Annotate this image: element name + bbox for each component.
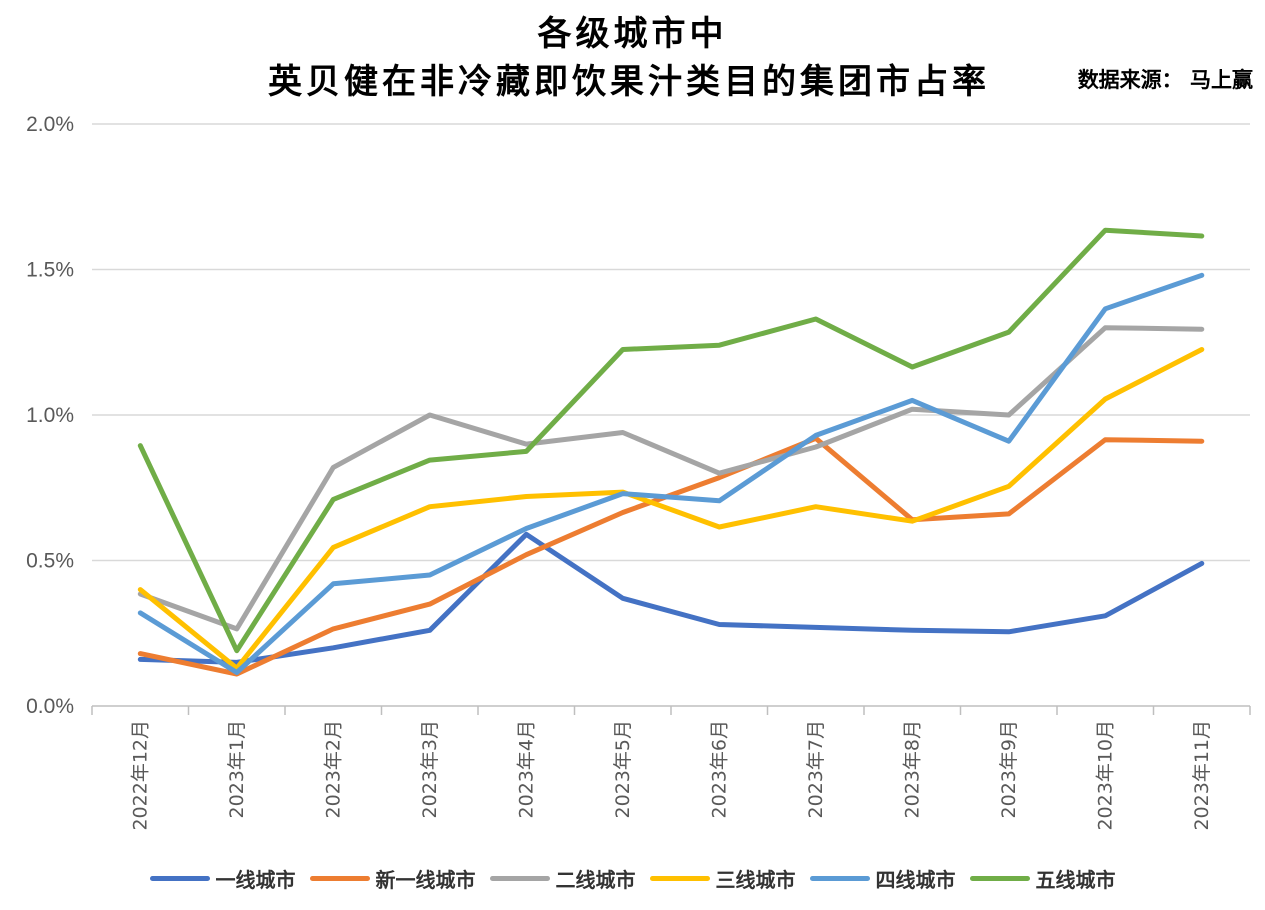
series-lines [137,227,1205,677]
x-tick-label: 2023年10月 [1094,720,1116,831]
y-axis-ticks: 0.0% 0.5% 1.0% 1.5% 2.0% [26,113,74,718]
series-line [137,325,1205,632]
legend-label: 二线城市 [555,868,636,892]
data-source-note: 数据来源： 马上赢 [1077,67,1253,92]
x-tick-label: 2023年5月 [612,720,634,818]
legend-swatch [649,876,710,881]
legend-item: 四线城市 [809,864,956,893]
legend-swatch [309,876,370,881]
y-tick-label: 1.0% [26,404,74,427]
legend-item: 一线城市 [149,864,296,893]
chart-title-line2: 英贝健在非冷藏即饮果汁类目的集团市占率 [268,62,990,102]
x-tick-label: 2022年12月 [129,720,151,831]
legend-label: 一线城市 [215,868,296,892]
legend-label: 四线城市 [875,868,956,892]
x-tick-label: 2023年11月 [1191,720,1213,831]
series-line [137,227,1205,654]
x-axis-ticks: 2022年12月 2023年1月 2023年2月 2023年3月 2023年4月 2023… [129,720,1213,831]
x-tick-label: 2023年8月 [901,720,923,818]
legend-label: 五线城市 [1035,868,1116,892]
y-tick-label: 2.0% [26,113,74,136]
series-line [137,272,1205,675]
legend-item: 二线城市 [489,864,636,893]
x-axis [91,705,1251,715]
legend-item: 新一线城市 [309,864,476,893]
y-tick-label: 0.5% [26,550,74,573]
x-tick-label: 2023年6月 [708,720,730,818]
legend: 一线城市 新一线城市 二线城市 三线城市 四线城市 五线城市 [0,864,1265,893]
gridlines [92,123,1250,562]
legend-label: 新一线城市 [375,868,476,892]
y-tick-label: 0.0% [26,695,74,718]
x-tick-label: 2023年7月 [805,720,827,818]
x-tick-label: 2023年9月 [998,720,1020,818]
series-line [137,347,1205,671]
legend-swatch [489,876,550,881]
x-tick-label: 2023年1月 [226,720,248,818]
x-tick-label: 2023年3月 [419,720,441,818]
x-tick-label: 2023年2月 [322,720,344,818]
chart-title-line1: 各级城市中 [537,14,728,54]
legend-label: 三线城市 [715,868,796,892]
legend-swatch [969,876,1030,881]
legend-item: 三线城市 [649,864,796,893]
legend-item: 五线城市 [969,864,1116,893]
legend-swatch [809,876,870,881]
series-line [137,531,1205,665]
y-tick-label: 1.5% [26,259,74,282]
x-tick-label: 2023年4月 [515,720,537,818]
legend-swatch [149,876,210,881]
